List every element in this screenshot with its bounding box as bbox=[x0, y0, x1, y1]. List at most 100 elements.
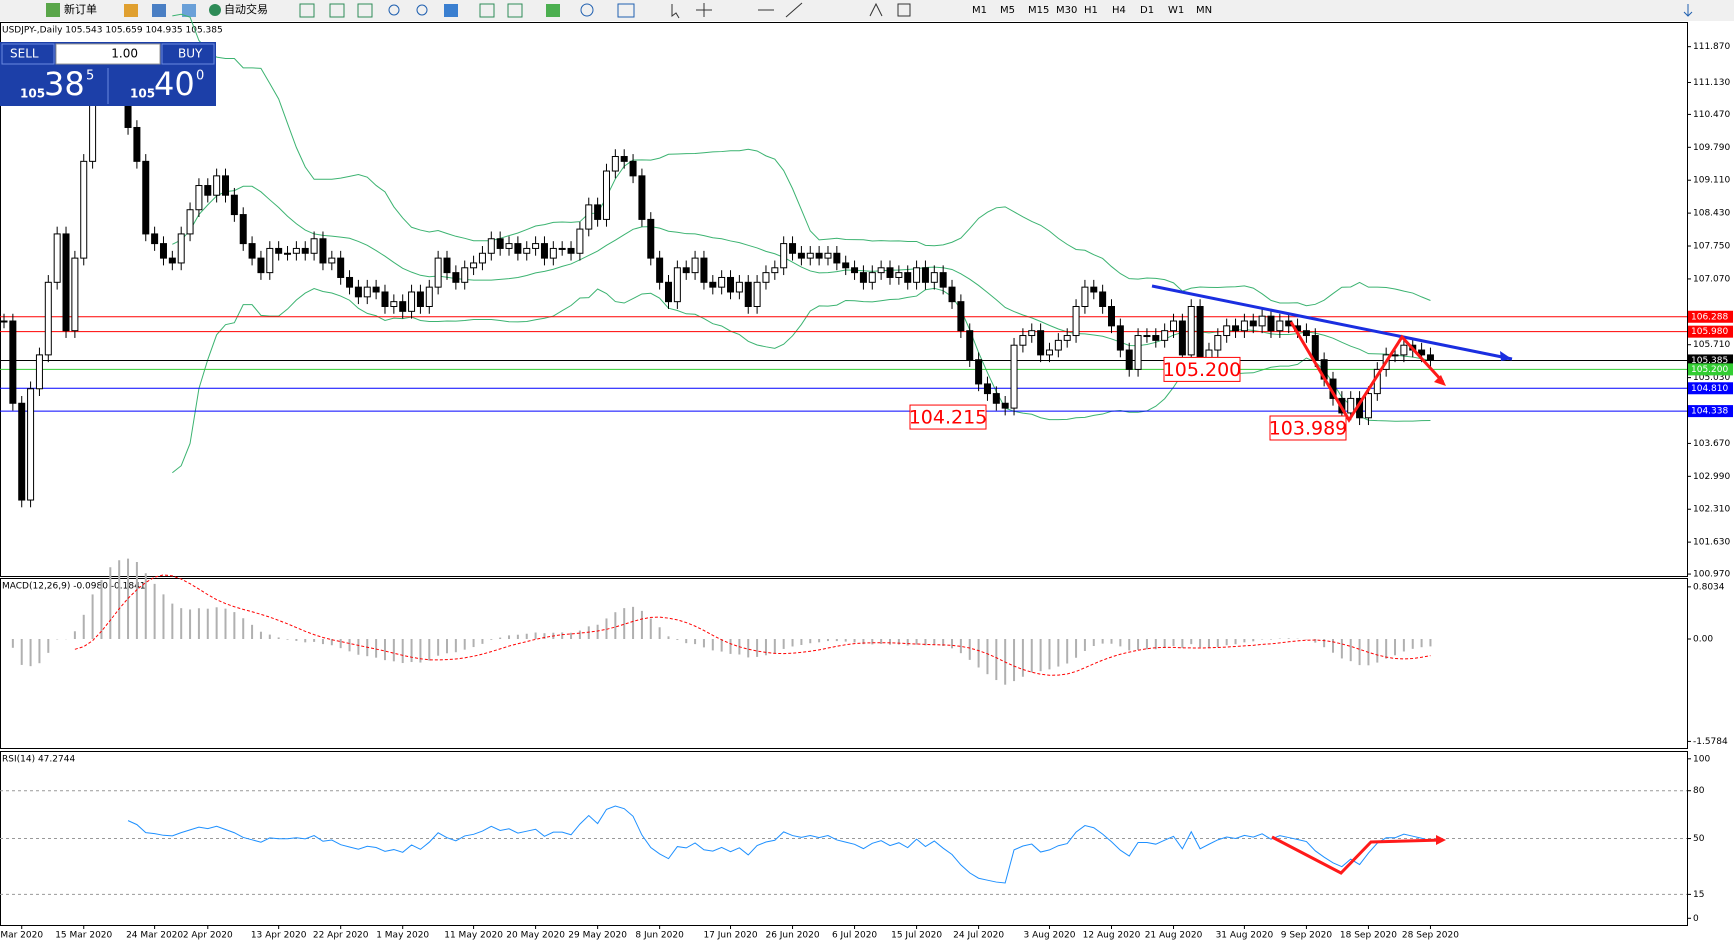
candle-body bbox=[691, 257, 699, 274]
annotation-label: 104.215 bbox=[909, 407, 988, 429]
timeframe[interactable]: D1 bbox=[1140, 5, 1154, 16]
timeframe[interactable]: MN bbox=[1196, 5, 1212, 16]
sell-label[interactable]: SELL bbox=[10, 47, 39, 61]
x-tick-label: Mar 2020 bbox=[0, 931, 43, 941]
candle-body bbox=[372, 286, 380, 293]
candle-body bbox=[461, 267, 469, 283]
pin-icon[interactable] bbox=[1683, 4, 1693, 17]
x-tick-label: 3 Aug 2020 bbox=[1024, 931, 1076, 941]
auto-trading[interactable]: 自动交易 bbox=[224, 2, 268, 16]
x-tick-label: 13 Apr 2020 bbox=[251, 931, 307, 941]
panel-frame bbox=[0, 22, 1688, 577]
annotation-label: 103.989 bbox=[1269, 417, 1348, 439]
trendline-icon[interactable] bbox=[785, 2, 803, 18]
tile-icon[interactable] bbox=[444, 4, 458, 17]
candle-body bbox=[434, 257, 442, 288]
candle-body bbox=[975, 359, 983, 385]
lots-value[interactable]: 1.00 bbox=[111, 47, 138, 61]
annotation-box bbox=[1163, 356, 1241, 382]
bid-main[interactable]: 38 bbox=[44, 65, 85, 103]
candle-body bbox=[186, 209, 194, 235]
timeframe[interactable]: M30 bbox=[1056, 5, 1077, 16]
candle-body bbox=[824, 252, 832, 259]
navigator-icon[interactable] bbox=[152, 4, 166, 17]
y-tick-label: 101.630 bbox=[1693, 538, 1730, 548]
candle-body bbox=[381, 291, 389, 307]
rsi-path-arrow bbox=[1271, 835, 1444, 875]
metaeditor-icon[interactable] bbox=[124, 4, 138, 17]
candle-body bbox=[656, 257, 664, 283]
line-chart-icon[interactable] bbox=[357, 3, 373, 18]
crosshair-icon[interactable] bbox=[696, 3, 712, 17]
y-tick-label: 108.430 bbox=[1693, 209, 1730, 219]
timeframe[interactable]: M15 bbox=[1028, 5, 1049, 16]
zoom-in-icon[interactable] bbox=[388, 4, 400, 16]
annotation-box bbox=[909, 404, 987, 430]
arrow-head bbox=[1434, 375, 1446, 386]
templates-icon[interactable] bbox=[617, 3, 635, 18]
shift-icon[interactable] bbox=[507, 3, 523, 18]
candle-body bbox=[1400, 344, 1408, 356]
timeframe[interactable]: H4 bbox=[1112, 5, 1126, 16]
timeframe[interactable]: W1 bbox=[1168, 5, 1184, 16]
candle-body bbox=[833, 252, 841, 264]
timeframe[interactable]: H1 bbox=[1084, 5, 1098, 16]
timeframe[interactable]: M1 bbox=[972, 5, 987, 16]
candle-body bbox=[549, 247, 557, 259]
ask-small[interactable]: 0 bbox=[196, 69, 204, 84]
candle-body bbox=[44, 281, 52, 356]
candle-body bbox=[744, 281, 752, 307]
toolbar bbox=[0, 0, 1734, 21]
autoscroll-icon[interactable] bbox=[479, 3, 495, 18]
candle-icon[interactable] bbox=[329, 3, 345, 18]
price-level-tag bbox=[1688, 363, 1733, 376]
candle-body bbox=[1001, 402, 1009, 409]
candle-body bbox=[337, 257, 345, 278]
bid-small[interactable]: 5 bbox=[86, 69, 94, 84]
candle-body bbox=[80, 160, 88, 259]
candle-body bbox=[9, 320, 17, 404]
label-icon[interactable] bbox=[897, 3, 911, 17]
candle-body bbox=[425, 286, 433, 307]
candle-body bbox=[1178, 320, 1186, 356]
buy-label[interactable]: BUY bbox=[178, 47, 203, 61]
periods-icon[interactable] bbox=[580, 3, 594, 17]
x-tick-label: 2 Apr 2020 bbox=[183, 931, 233, 941]
price-level-label: 105.980 bbox=[1691, 327, 1728, 337]
lots-input[interactable] bbox=[55, 43, 161, 65]
candle-body bbox=[992, 393, 1000, 404]
terminal-icon[interactable] bbox=[182, 4, 196, 17]
candle-body bbox=[346, 276, 354, 288]
new-order[interactable]: 新订单 bbox=[64, 2, 97, 16]
auto-trading-icon[interactable] bbox=[209, 4, 221, 16]
candle-body bbox=[1214, 335, 1222, 351]
x-tick-label: 6 Jul 2020 bbox=[832, 931, 877, 941]
text-icon[interactable] bbox=[869, 2, 883, 17]
candle-body bbox=[1090, 286, 1098, 293]
candle-body bbox=[230, 194, 238, 216]
candle-body bbox=[18, 402, 26, 501]
bar-chart-icon[interactable] bbox=[299, 3, 315, 18]
trend-line bbox=[1151, 284, 1513, 361]
buy-button[interactable] bbox=[161, 43, 215, 65]
timeframe[interactable]: M5 bbox=[1000, 5, 1015, 16]
new-order-icon[interactable] bbox=[46, 3, 60, 17]
bid-big[interactable]: 105 bbox=[20, 87, 45, 101]
candle-body bbox=[1134, 335, 1142, 370]
indicators-icon[interactable] bbox=[546, 4, 560, 17]
sell-button[interactable] bbox=[1, 43, 55, 65]
candle-body bbox=[913, 267, 921, 283]
candle-body bbox=[762, 272, 770, 283]
candle-body bbox=[363, 286, 371, 298]
candle-body bbox=[797, 252, 805, 259]
ask-main[interactable]: 40 bbox=[154, 65, 195, 103]
x-tick-label: 15 Jul 2020 bbox=[891, 931, 942, 941]
cursor-icon[interactable] bbox=[671, 4, 680, 19]
zoom-out-icon[interactable] bbox=[416, 4, 428, 16]
candle-body bbox=[328, 257, 336, 264]
ask-big[interactable]: 105 bbox=[130, 87, 155, 101]
candle-body bbox=[142, 160, 150, 235]
candle-body bbox=[904, 272, 912, 283]
candle-body bbox=[1152, 335, 1160, 341]
y-tick-label: 0.8034 bbox=[1693, 582, 1725, 592]
